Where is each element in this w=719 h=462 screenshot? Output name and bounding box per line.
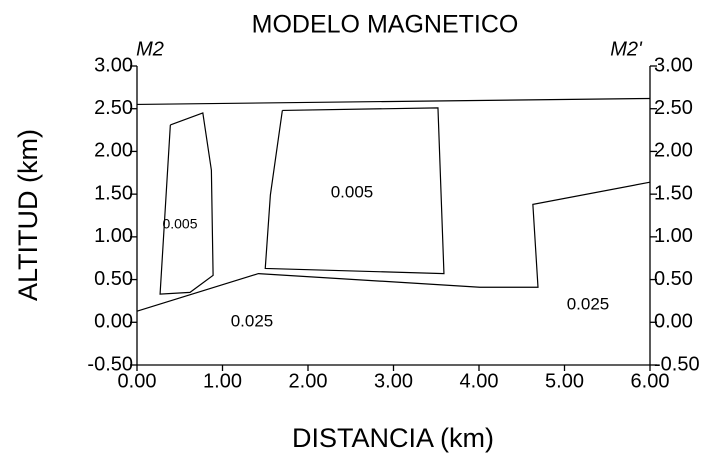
y-tick-label: 2.50	[94, 97, 133, 119]
y-tick-label: 0.50	[94, 268, 133, 290]
x-tick-label: 4.00	[460, 370, 499, 392]
y2-tick-label: 1.50	[654, 182, 693, 204]
y-tick-label: 1.00	[94, 225, 133, 247]
x-tick-label: 2.00	[289, 370, 328, 392]
right-marker: M2'	[610, 38, 643, 60]
x-tick-label: 5.00	[545, 370, 584, 392]
left-marker: M2	[136, 38, 164, 60]
susceptibility-label: 0.005	[331, 182, 374, 201]
susceptibility-label: 0.005	[162, 216, 197, 232]
x-tick-label: 0.00	[118, 370, 157, 392]
model-body	[159, 112, 214, 295]
y2-tick-label: 0.50	[654, 268, 693, 290]
model-body	[264, 107, 445, 275]
x-tick-label: 6.00	[631, 370, 670, 392]
y2-tick-label: 3.00	[654, 54, 693, 76]
chart-title: MODELO MAGNETICO	[252, 11, 519, 39]
y2-tick-label: 1.00	[654, 225, 693, 247]
y2-tick-label: 0.00	[654, 311, 693, 333]
x-tick-label: 1.00	[203, 370, 242, 392]
y-tick-label: 0.00	[94, 311, 133, 333]
y2-tick-label: 2.50	[654, 97, 693, 119]
y-tick-label: 1.50	[94, 182, 133, 204]
y-tick-label: 2.00	[94, 140, 133, 162]
susceptibility-label: 0.025	[231, 311, 274, 330]
model-body	[136, 181, 651, 312]
y2-tick-label: 2.00	[654, 140, 693, 162]
susceptibility-label: 0.025	[567, 294, 610, 313]
y-tick-label: 3.00	[94, 54, 133, 76]
model-body	[136, 97, 651, 106]
x-axis-label: DISTANCIA (km)	[292, 423, 494, 453]
y-axis-label: ALTITUD (km)	[13, 129, 43, 301]
y2-tick-label: -0.50	[654, 353, 700, 375]
x-tick-label: 3.00	[374, 370, 413, 392]
y-tick-label: -0.50	[87, 353, 133, 375]
